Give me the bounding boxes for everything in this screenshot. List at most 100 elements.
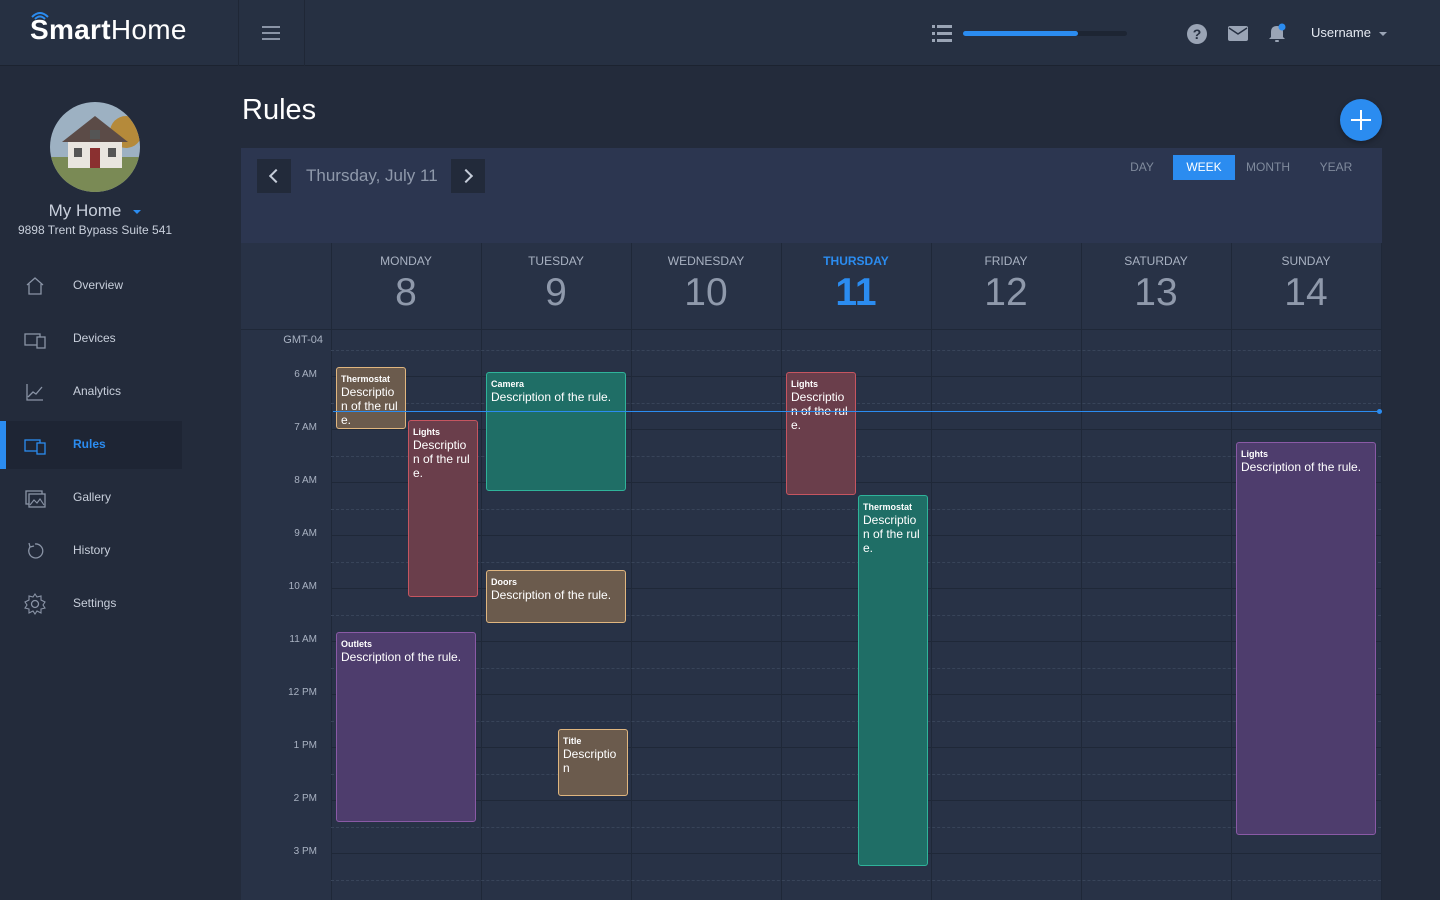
view-week-button[interactable]: WEEK — [1173, 155, 1235, 180]
hour-line — [331, 694, 1381, 695]
event-description: Description of the rule. — [491, 389, 612, 404]
day-number: 12 — [984, 271, 1028, 314]
sidebar-item-rules[interactable]: Rules — [0, 421, 182, 469]
sidebar: My Home 9898 Trent Bypass Suite 541 Over… — [0, 67, 238, 900]
day-number: 9 — [545, 271, 567, 314]
next-week-button[interactable] — [451, 159, 485, 193]
sidebar-item-gallery[interactable]: Gallery — [0, 474, 182, 522]
day-name: FRIDAY — [984, 254, 1028, 268]
hour-line — [331, 535, 1381, 536]
day-name: MONDAY — [380, 254, 432, 268]
rule-event[interactable]: Doors Description of the rule. — [486, 570, 626, 624]
view-month-button[interactable]: MONTH — [1246, 160, 1290, 174]
hour-label: 3 PM — [293, 846, 317, 857]
rule-event[interactable]: Camera Description of the rule. — [486, 371, 626, 491]
event-description: Description of the rule. — [341, 385, 398, 428]
column-divider — [481, 243, 482, 900]
view-day-button[interactable]: DAY — [1130, 160, 1154, 174]
hour-label: 6 AM — [294, 369, 317, 380]
view-year-button[interactable]: YEAR — [1319, 160, 1353, 174]
current-date: Thursday, July 11 — [306, 166, 438, 185]
home-icon — [26, 277, 44, 295]
app-logo[interactable]: SmartHome — [30, 14, 187, 45]
day-header[interactable]: WEDNESDAY 10 — [631, 243, 781, 329]
event-description: Description of the rule. — [341, 650, 462, 665]
column-divider — [1381, 243, 1382, 900]
day-header[interactable]: THURSDAY 11 — [781, 243, 931, 329]
half-hour-line — [331, 827, 1381, 828]
column-divider — [631, 243, 632, 900]
settings-icon — [24, 593, 46, 615]
rule-event[interactable]: Thermostat Description of the rule. — [336, 367, 406, 429]
day-number: 10 — [684, 271, 728, 314]
chevron-right-icon — [458, 168, 474, 184]
sidebar-item-label: Devices — [73, 331, 116, 345]
sidebar-item-label: Rules — [73, 437, 106, 451]
sidebar-item-label: Settings — [73, 596, 117, 610]
sidebar-item-analytics[interactable]: Analytics — [0, 368, 182, 416]
half-hour-line — [331, 668, 1381, 669]
hour-line — [331, 588, 1381, 589]
sidebar-item-label: History — [73, 543, 111, 557]
event-title: Thermostat — [341, 374, 391, 385]
hour-line — [331, 482, 1381, 483]
half-hour-line — [331, 615, 1381, 616]
half-hour-line — [331, 403, 1381, 404]
hour-label: 12 PM — [288, 687, 317, 698]
day-number: 14 — [1284, 271, 1328, 314]
rule-event[interactable]: Outlets Description of the rule. — [336, 632, 476, 823]
day-header[interactable]: TUESDAY 9 — [481, 243, 631, 329]
day-header[interactable]: SATURDAY 13 — [1081, 243, 1231, 329]
day-header[interactable]: SUNDAY 14 — [1231, 243, 1381, 329]
hour-label: 1 PM — [293, 740, 317, 751]
add-rule-button[interactable] — [1340, 99, 1382, 141]
rule-event[interactable]: Title Description — [558, 729, 628, 796]
progress-bar — [963, 31, 1127, 36]
sidebar-item-settings[interactable]: Settings — [0, 580, 182, 628]
sidebar-item-overview[interactable]: Overview — [0, 262, 182, 310]
day-header[interactable]: MONDAY 8 — [331, 243, 481, 329]
rule-event[interactable]: Lights Description of the rule. — [786, 371, 856, 496]
event-title: Outlets — [341, 639, 373, 650]
home-avatar[interactable] — [50, 102, 140, 192]
bell-icon[interactable] — [1267, 23, 1287, 43]
rule-event[interactable]: Lights Description of the rule. — [408, 420, 478, 597]
svg-text:?: ? — [1193, 26, 1202, 42]
day-header[interactable]: FRIDAY 12 — [931, 243, 1081, 329]
page-title: Rules — [242, 94, 317, 126]
event-title: Doors — [491, 577, 518, 588]
day-number: 8 — [395, 271, 417, 314]
hour-line — [331, 641, 1381, 642]
day-name: THURSDAY — [823, 254, 889, 268]
divider — [304, 0, 305, 66]
day-name: SUNDAY — [1281, 254, 1331, 268]
hour-label: 11 AM — [289, 634, 317, 645]
hour-line — [331, 853, 1381, 854]
current-time-marker — [1377, 409, 1382, 415]
day-name: SATURDAY — [1124, 254, 1188, 268]
rule-event[interactable]: Thermostat Description of the rule. — [858, 495, 928, 867]
event-description: Description of the rule. — [863, 513, 920, 556]
rule-event[interactable]: Lights Description of the rule. — [1236, 442, 1376, 836]
previous-week-button[interactable] — [257, 159, 291, 193]
rules-icon — [24, 439, 46, 455]
event-title: Lights — [791, 378, 818, 389]
list-icon[interactable] — [932, 25, 952, 42]
half-hour-line — [331, 350, 1381, 351]
half-hour-line — [331, 880, 1381, 881]
column-divider — [1081, 243, 1082, 900]
day-number: 13 — [1134, 271, 1178, 314]
menu-icon[interactable] — [262, 26, 280, 40]
column-divider — [331, 243, 332, 900]
sidebar-item-history[interactable]: History — [0, 527, 182, 575]
hour-label: 2 PM — [293, 793, 317, 804]
chevron-down-icon — [1378, 31, 1387, 36]
event-description: Description of the rule. — [413, 438, 470, 481]
mail-icon[interactable] — [1228, 26, 1248, 41]
user-menu[interactable]: Username — [1311, 25, 1387, 40]
sidebar-item-devices[interactable]: Devices — [0, 315, 182, 363]
home-selector[interactable]: My Home — [0, 201, 190, 221]
username-label: Username — [1311, 25, 1371, 40]
hour-line — [331, 376, 1381, 377]
help-icon[interactable]: ? — [1187, 24, 1207, 44]
